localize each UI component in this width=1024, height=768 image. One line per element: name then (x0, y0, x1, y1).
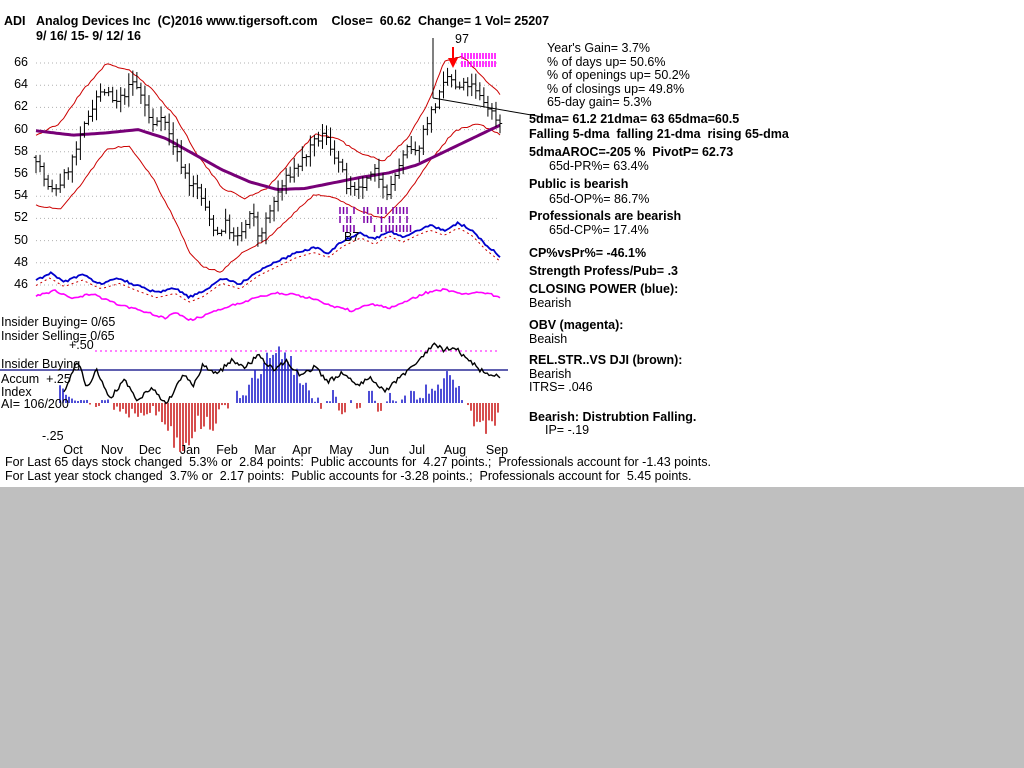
cp-65d: 65d-CP%= 17.4% (549, 223, 649, 237)
pct-days-up: % of days up= 50.6% (547, 55, 666, 69)
closing-power-state: Bearish (529, 296, 572, 310)
y-axis-label: 54 (14, 188, 28, 203)
scale-minus-25: -.25 (42, 429, 64, 443)
insider-buying-label: Insider Buying (1, 357, 81, 371)
y-axis-label: 62 (14, 99, 28, 114)
strength-ratio: Strength Profess/Pub= .3 (529, 264, 678, 278)
x-axis-label: Jul (409, 443, 425, 457)
y-axis-label: 46 (14, 277, 28, 291)
op-65d: 65d-OP%= 86.7% (549, 192, 650, 206)
x-axis-label: Nov (100, 443, 124, 457)
closing-power-header: CLOSING POWER (blue): (529, 282, 679, 296)
public-sentiment: Public is bearish (529, 177, 629, 191)
y-axis-label: 60 (14, 121, 28, 136)
aroc-pivot: 5dmaAROC=-205 % PivotP= 62.73 (529, 145, 734, 159)
insider-buying-count: Insider Buying= 0/65 (1, 315, 116, 329)
x-axis-label: Jun (368, 443, 390, 457)
ticker-symbol: ADI (4, 14, 26, 28)
insider-selling-count: Insider Selling= 0/65 (1, 329, 115, 343)
x-axis-label: Feb (216, 443, 238, 457)
index-label: Index (1, 385, 32, 399)
distribution-note: Bearish: Distrubtion Falling. (529, 410, 697, 424)
obv-state: Beaish (529, 332, 568, 346)
x-axis-label: May (329, 443, 353, 457)
x-axis-label: Aug (443, 443, 467, 457)
ip-value: IP= -.19 (545, 423, 590, 437)
header-date-range: 9/ 16/ 15- 9/ 12/ 16 (36, 29, 141, 43)
dma-trend: Falling 5-dma falling 21-dma rising 65-d… (529, 127, 789, 141)
prof-sentiment: Professionals are bearish (529, 209, 682, 223)
dma-values: 5dma= 61.2 21dma= 63 65dma=60.5 (529, 112, 740, 126)
itrs-value: ITRS= .046 (529, 380, 593, 394)
summary-line-year: For Last year stock changed 3.7% or 2.17… (5, 469, 692, 483)
obv-header: OBV (magenta): (529, 318, 624, 332)
y-axis-label: 56 (14, 166, 28, 180)
x-axis-label: Oct (63, 443, 83, 457)
cp-vs-pr: CP%vsPr%= -46.1% (529, 246, 647, 260)
x-axis-label: Apr (292, 443, 312, 457)
scale-plus-50: +.50 (69, 338, 94, 352)
pct-openings-up: % of openings up= 50.2% (547, 68, 690, 82)
x-axis-label: Mar (254, 443, 276, 457)
summary-line-65day: For Last 65 days stock changed 5.3% or 2… (5, 455, 711, 469)
pct-closings-up: % of closings up= 49.8% (547, 82, 685, 96)
empty-desktop-area (0, 487, 1024, 768)
y-axis-label: 66 (14, 55, 28, 69)
relstr-state: Bearish (529, 367, 572, 381)
relstr-header: REL.STR..VS DJI (brown): (529, 353, 683, 367)
ai-ratio-value: AI= 106/200 (1, 397, 69, 411)
y-axis-label: 48 (14, 254, 28, 269)
years-gain: Year's Gain= 3.7% (547, 41, 651, 55)
x-axis-label: Dec (138, 443, 162, 457)
gain-65day: 65-day gain= 5.3% (547, 95, 652, 109)
y-axis-label: 64 (14, 77, 28, 92)
header-title: Analog Devices Inc (C)2016 www.tigersoft… (36, 14, 550, 28)
b7-annotation: B7 (344, 230, 360, 244)
y-axis-label: 52 (14, 210, 28, 225)
y-axis-label: 58 (14, 143, 28, 158)
accum-label: Accum +.25 (1, 372, 71, 386)
x-axis-label: Sep (485, 443, 509, 457)
x-axis-label: Jan (179, 443, 201, 457)
sept-peak-annotation: 97 (455, 32, 469, 46)
y-axis-label: 50 (14, 232, 28, 247)
pr-65d: 65d-PR%= 63.4% (549, 159, 649, 173)
